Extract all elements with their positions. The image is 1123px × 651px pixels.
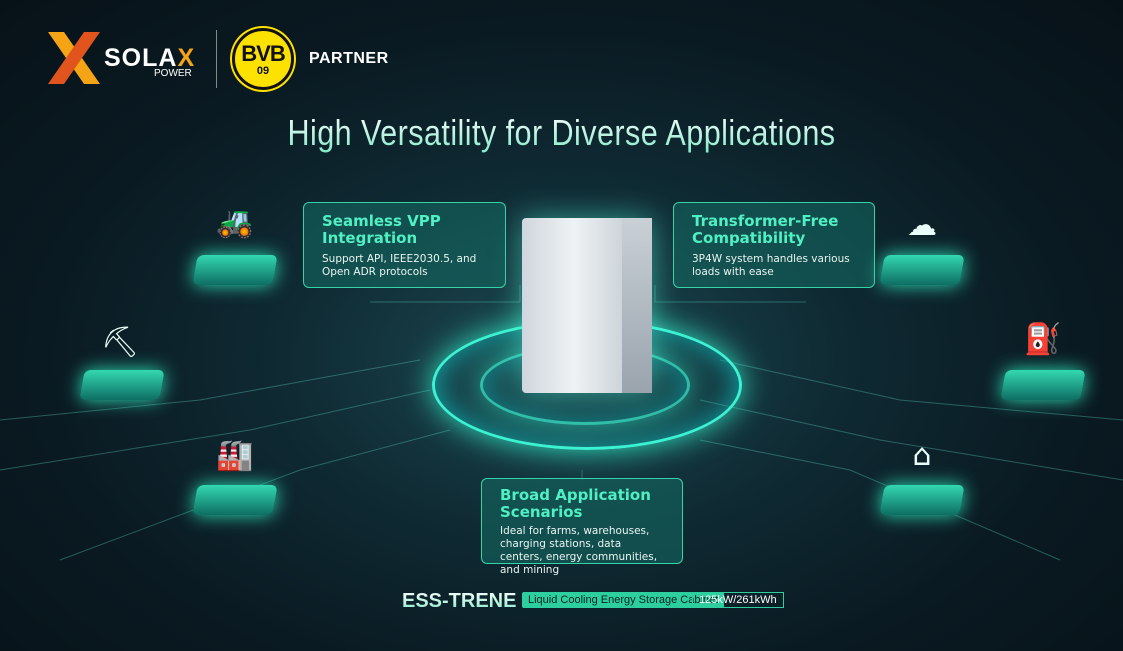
solax-x-logo-icon — [48, 32, 100, 84]
card-broad-application: Broad Application Scenarios Ideal for far… — [481, 478, 683, 576]
divider — [216, 30, 217, 88]
product-spec: 125kW/261kWh — [692, 592, 784, 608]
platform — [1000, 370, 1086, 400]
product-name: ESS-TRENE — [402, 590, 517, 612]
solax-power-label: POWER — [154, 68, 192, 79]
cloud-data-center-icon: ☁ — [907, 208, 937, 243]
solax-logo: SOLAX — [104, 44, 196, 72]
cabinet-image — [522, 218, 652, 393]
ev-charging-station-icon: ⛽ — [1024, 322, 1062, 357]
bvb-logo: BVB 09 — [232, 28, 294, 90]
platform — [79, 370, 165, 400]
partner-label: PARTNER — [309, 50, 389, 67]
page-title: High Versatility for Diverse Application… — [84, 112, 1039, 154]
farm-tractor-icon: 🚜 — [216, 205, 254, 240]
product-tag: Liquid Cooling Energy Storage Cabinet — [522, 592, 725, 608]
card-vpp-integration: Seamless VPP Integration Support API, IEE… — [303, 202, 506, 288]
energy-community-home-icon: ⌂ — [912, 438, 932, 473]
platform — [192, 255, 278, 285]
mining-cart-icon: ⛏ — [100, 325, 140, 360]
card-transformer-free: Transformer-Free Compatibility 3P4W syste… — [673, 202, 875, 288]
platform — [192, 485, 278, 515]
platform — [879, 255, 965, 285]
platform — [879, 485, 965, 515]
warehouse-icon: 🏭 — [216, 438, 254, 473]
